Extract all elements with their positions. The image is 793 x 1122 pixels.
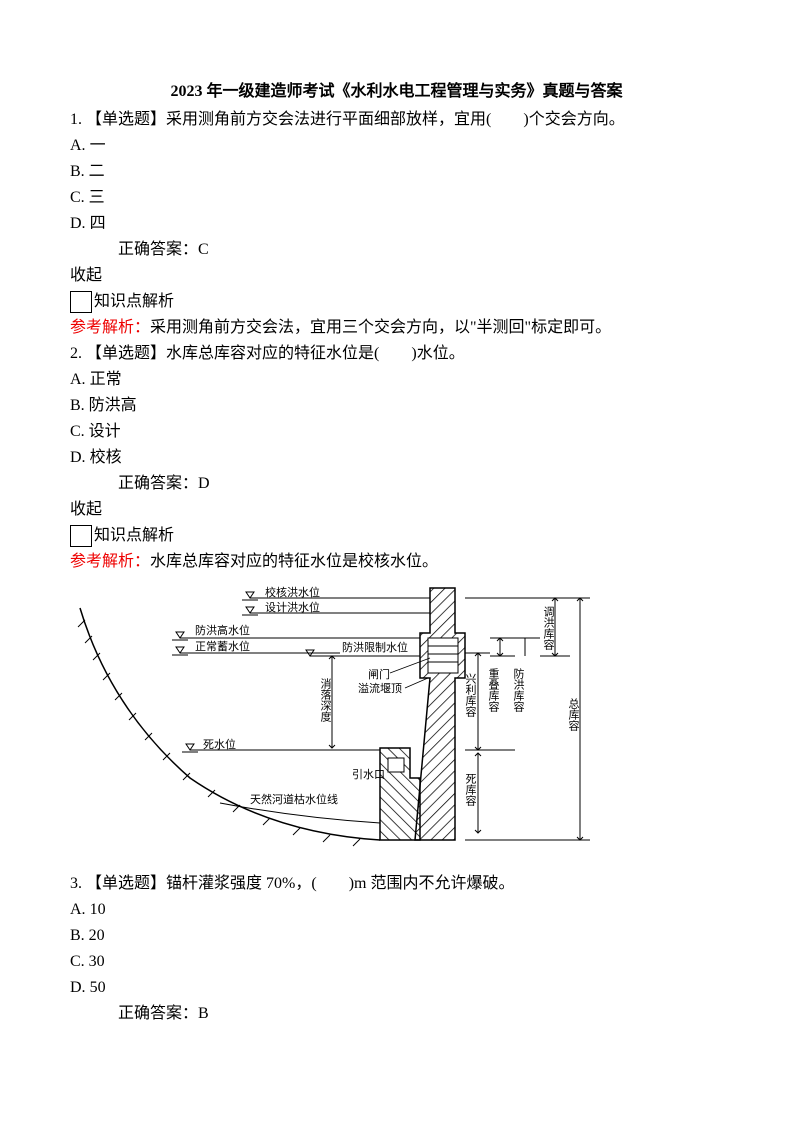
diagram-label: 天然河道枯水位线 <box>250 792 338 806</box>
option-text: 四 <box>90 215 106 232</box>
diagram-label: 正常蓄水位 <box>195 639 250 653</box>
option-letter: C. <box>70 189 85 206</box>
page-title: 2023 年一级建造师考试《水利水电工程管理与实务》真题与答案 <box>70 80 723 104</box>
option-text: 正常 <box>90 371 122 388</box>
option-letter: A. <box>70 371 86 388</box>
q2-answer: 正确答案：D <box>70 472 723 496</box>
diagram-label: 调洪库容 <box>542 606 555 651</box>
analysis-label: 参考解析： <box>70 553 150 570</box>
q1-option-d[interactable]: D. 四 <box>70 212 723 236</box>
diagram-label: 溢流堰顶 <box>358 681 402 695</box>
q2-collapse[interactable]: 收起 <box>70 498 723 522</box>
diagram-label: 消落深度 <box>319 677 332 723</box>
option-text: 防洪高 <box>89 397 137 414</box>
analysis-content: 采用测角前方交会法，宜用三个交会方向，以"半测回"标定即可。 <box>150 319 611 336</box>
q2-analysis: 参考解析：水库总库容对应的特征水位是校核水位。 <box>70 550 723 574</box>
q3-option-d[interactable]: D. 50 <box>70 976 723 1000</box>
q2-option-b[interactable]: B. 防洪高 <box>70 394 723 418</box>
diagram-label: 兴利库容 <box>464 673 477 718</box>
option-letter: B. <box>70 163 85 180</box>
q3-option-b[interactable]: B. 20 <box>70 924 723 948</box>
q2-tag: 【单选题】 <box>86 345 166 362</box>
option-text: 三 <box>89 189 105 206</box>
q3-tag: 【单选题】 <box>86 875 166 892</box>
q2-number: 2. <box>70 345 82 362</box>
option-letter: A. <box>70 901 86 918</box>
option-text: 校核 <box>90 449 122 466</box>
option-text: 10 <box>90 901 106 918</box>
diagram-label: 设计洪水位 <box>265 600 320 614</box>
diagram-label: 总库容 <box>567 697 580 732</box>
q1-text-before: 采用测角前方交会法进行平面细部放样，宜用( <box>166 111 491 128</box>
question-2-stem: 2. 【单选题】水库总库容对应的特征水位是( )水位。 <box>70 342 723 366</box>
diagram-label: 闸门 <box>368 667 390 681</box>
q3-blank <box>317 875 349 892</box>
analysis-label: 参考解析： <box>70 319 150 336</box>
answer-label: 正确答案： <box>118 475 198 492</box>
q2-option-c[interactable]: C. 设计 <box>70 420 723 444</box>
q3-option-c[interactable]: C. 30 <box>70 950 723 974</box>
diagram-label: 死库容 <box>464 773 477 807</box>
q3-text-before: 锚杆灌浆强度 70%，( <box>166 875 317 892</box>
option-text: 二 <box>89 163 105 180</box>
q2-option-a[interactable]: A. 正常 <box>70 368 723 392</box>
q1-number: 1. <box>70 111 82 128</box>
option-text: 50 <box>90 979 106 996</box>
option-text: 20 <box>89 927 105 944</box>
question-3-stem: 3. 【单选题】锚杆灌浆强度 70%，( )m 范围内不允许爆破。 <box>70 872 723 896</box>
diagram-label: 防洪高水位 <box>195 623 250 637</box>
option-text: 设计 <box>89 423 121 440</box>
q1-knowledge-line: 知识点解析 <box>70 290 723 314</box>
q1-analysis: 参考解析：采用测角前方交会法，宜用三个交会方向，以"半测回"标定即可。 <box>70 316 723 340</box>
checkbox-icon[interactable] <box>70 525 92 547</box>
q1-text-after: )个交会方向。 <box>523 111 624 128</box>
option-letter: B. <box>70 397 85 414</box>
option-letter: B. <box>70 927 85 944</box>
q1-option-c[interactable]: C. 三 <box>70 186 723 210</box>
knowledge-label: 知识点解析 <box>94 290 174 314</box>
reservoir-diagram: 校核洪水位 设计洪水位 防洪高水位 正常蓄水位 防洪限制水位 闸门 溢流堰顶 死… <box>70 578 723 866</box>
option-letter: D. <box>70 979 86 996</box>
diagram-label: 重叠库容 <box>487 667 500 713</box>
diagram-label: 防洪库容 <box>512 667 525 713</box>
diagram-label: 死水位 <box>203 737 236 751</box>
option-letter: C. <box>70 953 85 970</box>
checkbox-icon[interactable] <box>70 291 92 313</box>
q1-tag: 【单选题】 <box>86 111 166 128</box>
q3-number: 3. <box>70 875 82 892</box>
q2-option-d[interactable]: D. 校核 <box>70 446 723 470</box>
answer-value: B <box>198 1005 209 1022</box>
q2-text-after: )水位。 <box>411 345 464 362</box>
diagram-label: 防洪限制水位 <box>342 640 408 654</box>
answer-label: 正确答案： <box>118 1005 198 1022</box>
q3-option-a[interactable]: A. 10 <box>70 898 723 922</box>
q2-knowledge-line: 知识点解析 <box>70 524 723 548</box>
question-1-stem: 1. 【单选题】采用测角前方交会法进行平面细部放样，宜用( )个交会方向。 <box>70 108 723 132</box>
diagram-svg: 校核洪水位 设计洪水位 防洪高水位 正常蓄水位 防洪限制水位 闸门 溢流堰顶 死… <box>70 578 600 858</box>
option-letter: A. <box>70 137 86 154</box>
analysis-content: 水库总库容对应的特征水位是校核水位。 <box>150 553 438 570</box>
answer-value: D <box>198 475 210 492</box>
answer-value: C <box>198 241 209 258</box>
option-text: 一 <box>90 137 106 154</box>
option-letter: C. <box>70 423 85 440</box>
q1-option-a[interactable]: A. 一 <box>70 134 723 158</box>
q1-blank <box>491 111 523 128</box>
q2-text-before: 水库总库容对应的特征水位是( <box>166 345 379 362</box>
answer-label: 正确答案： <box>118 241 198 258</box>
q3-text-after: )m 范围内不允许爆破。 <box>349 875 515 892</box>
option-letter: D. <box>70 215 86 232</box>
q1-option-b[interactable]: B. 二 <box>70 160 723 184</box>
option-text: 30 <box>89 953 105 970</box>
diagram-label: 引水口 <box>352 767 385 781</box>
knowledge-label: 知识点解析 <box>94 524 174 548</box>
q1-collapse[interactable]: 收起 <box>70 264 723 288</box>
q3-answer: 正确答案：B <box>70 1002 723 1026</box>
q1-answer: 正确答案：C <box>70 238 723 262</box>
option-letter: D. <box>70 449 86 466</box>
q2-blank <box>379 345 411 362</box>
diagram-label: 校核洪水位 <box>265 585 320 599</box>
